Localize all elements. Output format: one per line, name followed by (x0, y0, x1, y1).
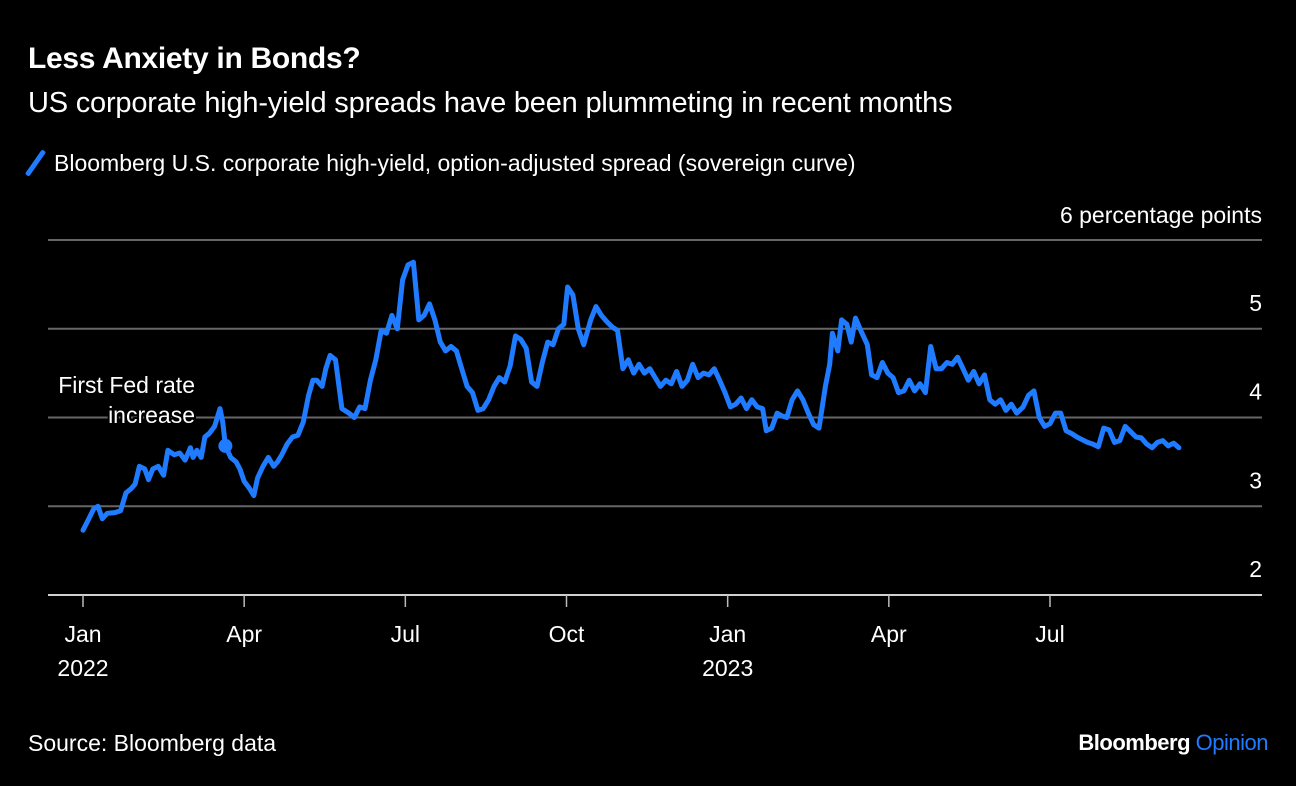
x-tick-label: Jul (1035, 621, 1064, 647)
x-tick-year-label: 2022 (57, 655, 108, 681)
annotation-marker (218, 438, 233, 453)
x-tick-label: Oct (549, 621, 585, 647)
brand-main: Bloomberg (1078, 730, 1191, 755)
y-tick-label: 3 (1249, 467, 1262, 493)
brand-accent: Opinion (1195, 730, 1269, 755)
y-tick-label: 5 (1249, 290, 1262, 316)
x-tick-label: Jan (709, 621, 746, 647)
x-axis: Jan 2022 Apr Jul Oct Jan 2023 Apr Jul (48, 594, 1262, 681)
brand-logo: Bloomberg Opinion (1078, 730, 1268, 756)
x-tick-label: Jul (391, 621, 420, 647)
annotation-text: increase (108, 402, 195, 428)
annotation-layer: First Fed rate increase (58, 372, 233, 453)
x-tick-label: Apr (226, 621, 262, 647)
annotation-text: First Fed rate (58, 372, 195, 398)
y-tick-label: 6 percentage points (1060, 202, 1262, 228)
x-tick-label: Apr (871, 621, 907, 647)
chart-title: Less Anxiety in Bonds? (28, 42, 361, 75)
series-layer (80, 259, 1182, 533)
y-axis-labels: 6 percentage points 5 4 3 2 (1060, 202, 1262, 582)
legend-label: Bloomberg U.S. corporate high-yield, opt… (54, 149, 856, 176)
chart-subtitle: US corporate high-yield spreads have bee… (28, 87, 953, 119)
series-line (80, 259, 1182, 533)
x-tick-year-label: 2023 (702, 655, 753, 681)
y-tick-label: 2 (1249, 556, 1262, 582)
source-note: Source: Bloomberg data (28, 730, 277, 756)
x-tick-label: Jan (64, 621, 101, 647)
legend: Bloomberg U.S. corporate high-yield, opt… (28, 148, 856, 178)
y-tick-label: 4 (1249, 379, 1262, 405)
